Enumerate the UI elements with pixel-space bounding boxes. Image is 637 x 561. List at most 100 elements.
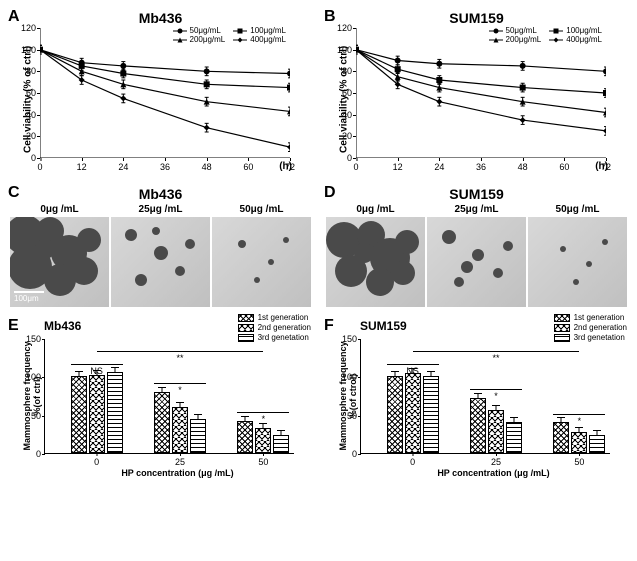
- legend-item: 400μg/mL: [233, 35, 286, 44]
- bar-group: [470, 398, 522, 453]
- bar: [190, 419, 206, 453]
- mammosphere: [493, 268, 503, 278]
- panel-e: E Mb4361st generation2nd generation3rd g…: [10, 319, 311, 478]
- micrograph-d: 0μg /mL25μg /mL50μg /mL: [326, 204, 627, 307]
- x-axis-label: (h): [595, 161, 608, 172]
- bar: [387, 376, 403, 453]
- micrograph-label: 50μg /mL: [212, 204, 311, 215]
- x-tick: 48: [518, 162, 528, 172]
- bar: [154, 392, 170, 453]
- mammosphere: [154, 246, 168, 260]
- significance-annotation: *: [553, 414, 605, 426]
- bar-group: [387, 373, 439, 453]
- mammosphere: [461, 261, 473, 273]
- panel-d-title: SUM159: [326, 186, 627, 202]
- bar: [172, 407, 188, 453]
- mammosphere: [283, 237, 289, 243]
- panel-f: F SUM1591st generation2nd generation3rd …: [326, 319, 627, 478]
- y-tick: 0: [16, 153, 36, 163]
- line-chart-b: 0204060801001200122436486072Cell viabili…: [356, 28, 606, 158]
- micrograph-label: 25μg /mL: [111, 204, 210, 215]
- bar-plot-area: 05010015002550NS****Mammosphere frequenc…: [360, 339, 610, 454]
- bar: [506, 422, 522, 453]
- x-tick: 25: [491, 457, 501, 467]
- bar-group: [71, 372, 123, 453]
- panel-b-title: SUM159: [326, 10, 627, 26]
- figure: A Mb436 0204060801001200122436486072Cell…: [10, 10, 627, 478]
- row-ef: E Mb4361st generation2nd generation3rd g…: [10, 319, 627, 478]
- mammosphere: [70, 257, 98, 285]
- mammosphere: [472, 249, 484, 261]
- panel-d: D SUM159 0μg /mL25μg /mL50μg /mL: [326, 186, 627, 307]
- y-tick: 120: [332, 23, 352, 33]
- legend-item: 100μg/mL: [549, 26, 602, 35]
- x-tick: 24: [434, 162, 444, 172]
- x-axis-label: (h): [279, 161, 292, 172]
- micrograph-label: 50μg /mL: [528, 204, 627, 215]
- legend-item: 50μg/mL: [489, 26, 542, 35]
- bar: [470, 398, 486, 453]
- bar: [423, 376, 439, 453]
- x-axis-label: HP concentration (μg /mL): [44, 468, 311, 478]
- mammosphere: [185, 239, 195, 249]
- line-chart-a: 0204060801001200122436486072Cell viabili…: [40, 28, 290, 158]
- panel-b: B SUM159 0204060801001200122436486072Cel…: [326, 10, 627, 174]
- mammosphere: [503, 241, 513, 251]
- mammosphere: [442, 230, 456, 244]
- x-axis-label: HP concentration (μg /mL): [360, 468, 627, 478]
- x-tick: 25: [175, 457, 185, 467]
- scale-bar: 100μm: [14, 291, 44, 303]
- mammosphere: [268, 259, 274, 265]
- x-tick: 12: [393, 162, 403, 172]
- y-axis-label: Mammosphere frequency%(of ctrol): [338, 331, 358, 461]
- line-chart-legend: 50μg/mL100μg/mL200μg/mL400μg/mL: [173, 26, 287, 44]
- significance-annotation: **: [97, 351, 264, 363]
- panel-a-title: Mb436: [10, 10, 311, 26]
- panel-c-title: Mb436: [10, 186, 311, 202]
- row-ab: A Mb436 0204060801001200122436486072Cell…: [10, 10, 627, 174]
- x-tick: 60: [559, 162, 569, 172]
- mammosphere: [391, 261, 415, 285]
- bar: [273, 435, 289, 453]
- bar: [405, 373, 421, 453]
- micrograph-image: 100μm: [10, 217, 109, 307]
- micrograph-label: 0μg /mL: [10, 204, 109, 215]
- panel-d-label: D: [324, 184, 336, 202]
- bar-chart-f: SUM1591st generation2nd generation3rd ge…: [360, 319, 627, 478]
- y-axis-label: Mammosphere frequency%(of ctrl): [22, 331, 42, 461]
- x-tick: 60: [243, 162, 253, 172]
- bar: [488, 410, 504, 453]
- bar: [71, 376, 87, 453]
- micrograph-label: 0μg /mL: [326, 204, 425, 215]
- x-tick: 0: [410, 457, 415, 467]
- y-axis-label: Cell viability (% of ctrl): [339, 33, 350, 153]
- line-chart-legend: 50μg/mL100μg/mL200μg/mL400μg/mL: [489, 26, 603, 44]
- mammosphere: [254, 277, 260, 283]
- panel-c-label: C: [8, 184, 20, 202]
- x-tick: 36: [160, 162, 170, 172]
- x-tick: 24: [118, 162, 128, 172]
- mammosphere: [77, 228, 101, 252]
- significance-annotation: *: [154, 383, 206, 395]
- micrograph-c: 0μg /mL25μg /mL50μg /mL 100μm: [10, 204, 311, 307]
- legend-item: 50μg/mL: [173, 26, 226, 35]
- bar: [571, 432, 587, 453]
- x-tick: 12: [77, 162, 87, 172]
- x-tick: 50: [258, 457, 268, 467]
- mammosphere: [573, 279, 579, 285]
- panel-e-label: E: [8, 317, 19, 335]
- micrograph-image: [528, 217, 627, 307]
- y-tick: 120: [16, 23, 36, 33]
- micrograph-label: 25μg /mL: [427, 204, 526, 215]
- significance-annotation: NS: [387, 364, 439, 376]
- mammosphere: [35, 239, 55, 259]
- mammosphere: [586, 261, 592, 267]
- mammosphere: [602, 239, 608, 245]
- legend-item: 400μg/mL: [549, 35, 602, 44]
- mammosphere: [354, 243, 374, 263]
- y-tick: 0: [332, 153, 352, 163]
- legend-item: 2nd generation: [554, 323, 627, 332]
- mammosphere: [395, 230, 419, 254]
- micrograph-image: [212, 217, 311, 307]
- mammosphere: [560, 246, 566, 252]
